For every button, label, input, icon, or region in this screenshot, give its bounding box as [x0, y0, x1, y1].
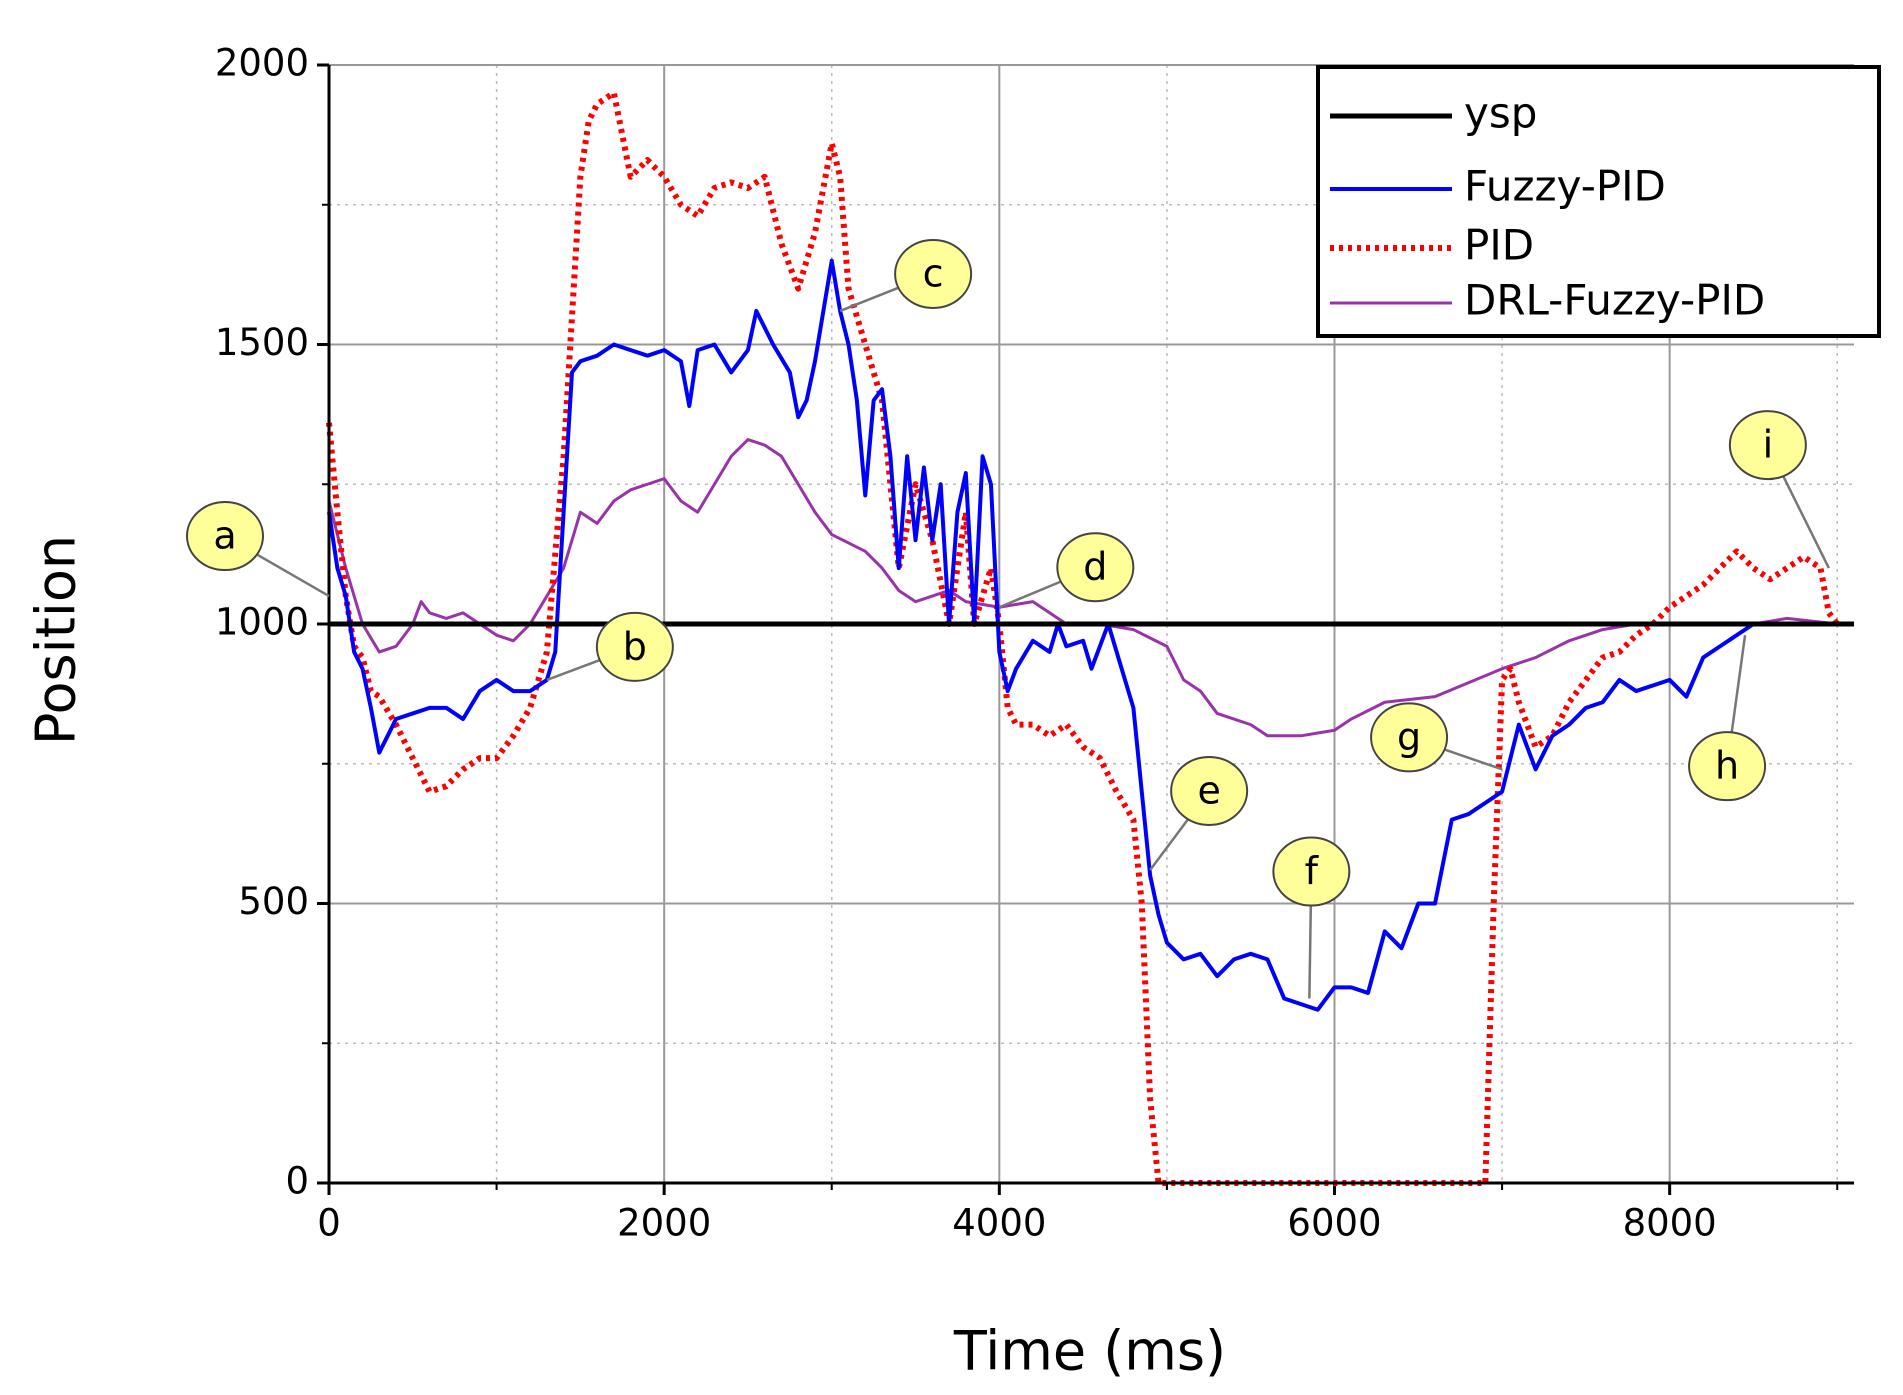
y-tick-label: 1500: [215, 321, 309, 364]
y-tick-label: 0: [285, 1160, 309, 1203]
annotation-bubble: [1370, 702, 1449, 773]
annotation-bubble: [1688, 731, 1767, 802]
annotation-label: d: [1083, 545, 1107, 589]
annotation-bubble: [1272, 836, 1351, 907]
x-tick-label: 6000: [1287, 1202, 1381, 1245]
x-tick-label: 8000: [1623, 1202, 1717, 1245]
legend-box: [1316, 65, 1881, 338]
series-line: [327, 258, 1755, 1012]
annotation-label: c: [923, 251, 944, 295]
annotation-bubble: [186, 501, 264, 572]
annotation-label: b: [623, 624, 647, 668]
y-tick-label: 1000: [215, 601, 309, 644]
legend-label: ysp: [1464, 89, 1537, 138]
annotation-label: a: [213, 514, 236, 558]
legend-label: Fuzzy-PID: [1464, 162, 1666, 211]
annotation-label: i: [1763, 423, 1774, 467]
annotation-bubble: [1056, 532, 1135, 603]
series-line: [327, 438, 1838, 738]
legend-label: DRL-Fuzzy-PID: [1464, 276, 1765, 325]
annotation-label: f: [1305, 849, 1320, 893]
y-tick-label: 2000: [215, 42, 309, 85]
x-tick-label: 0: [317, 1202, 341, 1245]
annotation-label: g: [1397, 715, 1421, 759]
legend-label: PID: [1464, 221, 1534, 270]
x-tick-label: 4000: [952, 1202, 1046, 1245]
y-axis-title: Position: [25, 535, 88, 745]
annotation-bubble: [894, 238, 973, 309]
annotation-bubble: [1170, 755, 1249, 826]
y-tick-label: 500: [238, 880, 309, 923]
annotation-label: h: [1715, 744, 1739, 788]
x-tick-label: 2000: [617, 1202, 711, 1245]
x-axis-title: Time (ms): [953, 1320, 1226, 1383]
annotation-bubble: [1728, 410, 1807, 481]
annotation-label: e: [1197, 768, 1220, 812]
annotation-bubble: [595, 611, 674, 682]
